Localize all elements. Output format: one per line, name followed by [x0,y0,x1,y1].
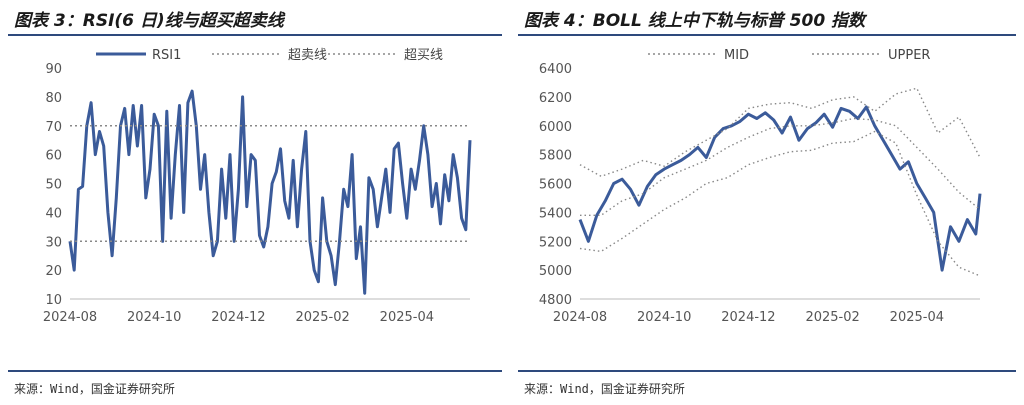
x-tick-label: 2024-08 [43,310,97,325]
series-line-1 [580,117,981,217]
y-tick-label: 20 [45,264,62,279]
x-tick-label: 2025-04 [890,310,944,325]
right-source: 来源：Wind，国金证券研究所 [524,382,685,396]
series-line-0 [68,89,472,295]
left-source-rule [8,370,502,372]
y-tick-label: 90 [45,62,62,77]
series-line-0 [578,105,982,272]
series-line-2 [579,87,981,178]
y-tick-label: 6400 [539,62,572,77]
legend-label-1: 超卖线 [288,48,327,63]
y-tick-label: 50 [45,178,62,193]
y-tick-label: 4800 [539,293,572,308]
series-line-3 [579,130,981,277]
y-tick-label: 5200 [539,235,572,250]
x-tick-label: 2024-12 [211,310,265,325]
y-tick-label: 80 [45,91,62,106]
y-tick-label: 5000 [539,264,572,279]
right-source-rule [518,370,1016,372]
y-tick-label: 40 [45,206,62,221]
x-tick-label: 2025-02 [295,310,349,325]
right-title-rule [518,34,1016,36]
y-tick-label: 70 [45,120,62,135]
left-title-rule [8,34,502,36]
x-tick-label: 2024-12 [721,310,775,325]
y-tick-label: 30 [45,235,62,250]
x-tick-label: 2024-10 [637,310,691,325]
y-tick-label: 10 [45,293,62,308]
legend-label-2: 超买线 [404,48,443,63]
right-chart-title: 图表 4：BOLL 线上中下轨与标普 500 指数 [524,11,866,31]
x-tick-label: 2025-04 [380,310,434,325]
rsi-chart: 10 20 30 40 50 60 70 80 90 2024-08 2024-10 2024-12 2… [43,48,472,325]
x-tick-label: 2024-08 [553,310,607,325]
y-tick-label: 6200 [539,91,572,106]
y-tick-label: 5800 [539,149,572,164]
boll-chart: 4800 5000 5200 5400 5600 5800 6000 6200 6400 2024… [539,48,982,325]
y-tick-label: 60 [45,149,62,164]
y-tick-label: 5400 [539,206,572,221]
x-tick-label: 2024-10 [127,310,181,325]
x-tick-label: 2025-02 [805,310,859,325]
legend-label-0: RSI1 [152,48,181,63]
left-source: 来源：Wind，国金证券研究所 [14,382,175,396]
y-tick-label: 6000 [539,120,572,135]
legend-label-1: UPPER [888,48,930,63]
legend-label-0: MID [724,48,749,63]
y-tick-label: 5600 [539,178,572,193]
left-chart-title: 图表 3：RSI(6 日)线与超买超卖线 [14,11,284,31]
